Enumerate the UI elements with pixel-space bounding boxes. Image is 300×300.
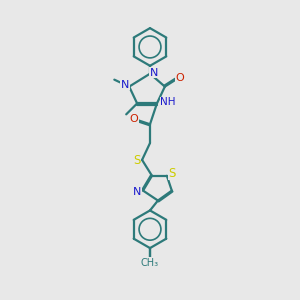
- Text: S: S: [133, 154, 140, 167]
- Text: S: S: [168, 167, 176, 180]
- Text: N: N: [133, 187, 142, 196]
- Text: N: N: [149, 68, 158, 78]
- Text: N: N: [121, 80, 129, 90]
- Text: CH₃: CH₃: [141, 258, 159, 268]
- Text: O: O: [176, 73, 184, 83]
- Text: O: O: [129, 114, 138, 124]
- Text: NH: NH: [160, 97, 176, 107]
